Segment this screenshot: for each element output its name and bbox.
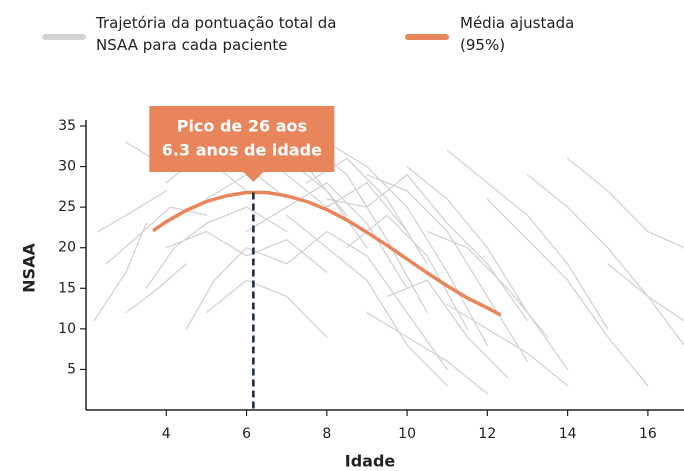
y-tick-label: 5	[67, 361, 76, 377]
x-tick-label: 4	[162, 426, 171, 442]
fitted-mean-line	[152, 190, 502, 317]
annotation-text: 6.3 anos de idade	[162, 141, 322, 160]
x-tick-label: 10	[398, 426, 416, 442]
x-tick-label: 6	[242, 426, 251, 442]
y-tick-label: 15	[58, 280, 76, 296]
x-tick-label: 8	[322, 426, 331, 442]
annotation-box	[149, 106, 335, 172]
annotation-pointer	[243, 172, 264, 182]
legend-swatch	[42, 34, 86, 40]
legend-label: Trajetória da pontuação total da NSAA pa…	[96, 14, 337, 54]
legend-label: Média ajustada (95%)	[460, 14, 575, 54]
y-tick-label: 25	[58, 199, 76, 215]
y-tick-label: 30	[58, 159, 76, 175]
x-tick-label: 16	[639, 426, 657, 442]
y-tick-label: 10	[58, 321, 76, 337]
trajectory-lines	[93, 133, 684, 395]
x-tick-label: 14	[559, 426, 577, 442]
y-tick-label: 35	[58, 118, 76, 134]
x-tick-label: 12	[478, 426, 496, 442]
annotation-text: Pico de 26 aos	[177, 117, 307, 136]
y-tick-label: 20	[58, 240, 76, 256]
x-axis-label: Idade	[345, 452, 396, 471]
legend-swatch	[405, 34, 449, 40]
y-axis-label: NSAA	[20, 243, 39, 293]
